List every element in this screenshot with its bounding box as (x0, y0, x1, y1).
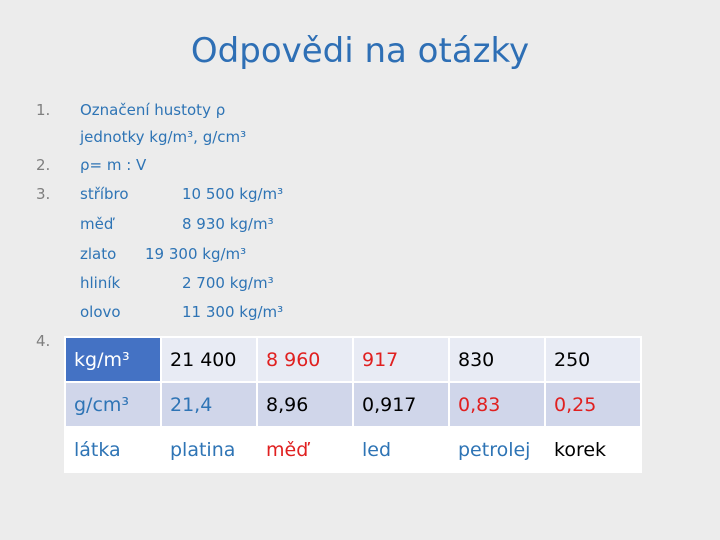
table-cell: 8,96 (256, 381, 354, 428)
material-density: 10 500 kg/m³ (182, 185, 284, 203)
item-line: ρ= m : V (80, 156, 147, 174)
table-cell: 8 960 (256, 336, 354, 383)
item-number: 1. (36, 101, 51, 119)
table-cell: měď (256, 426, 354, 473)
table-cell: petrolej (448, 426, 546, 473)
material-density: 19 300 kg/m³ (145, 245, 247, 263)
table-cell: 0,25 (544, 381, 642, 428)
table-row: kg/m³ 21 400 8 960 917 830 250 (64, 336, 642, 383)
table-cell: korek (544, 426, 642, 473)
material-density: 2 700 kg/m³ (182, 274, 274, 292)
item-number: 2. (36, 156, 51, 174)
item-number: 3. (36, 185, 51, 203)
material-name: stříbro (80, 185, 129, 203)
table-cell: kg/m³ (64, 336, 162, 383)
table-cell: 830 (448, 336, 546, 383)
table-cell: 0,83 (448, 381, 546, 428)
table-row: g/cm³ 21,4 8,96 0,917 0,83 0,25 (64, 381, 642, 428)
table-cell: 21 400 (160, 336, 258, 383)
slide-title: Odpovědi na otázky (190, 31, 530, 71)
material-name: olovo (80, 303, 121, 321)
material-density: 8 930 kg/m³ (182, 215, 274, 233)
table-cell: platina (160, 426, 258, 473)
item-number: 4. (36, 332, 51, 350)
table-cell: 21,4 (160, 381, 258, 428)
table-cell: látka (64, 426, 162, 473)
item-line: jednotky kg/m³, g/cm³ (80, 128, 247, 146)
material-name: měď (80, 215, 114, 233)
table-cell: 250 (544, 336, 642, 383)
material-name: zlato (80, 245, 117, 263)
table-cell: g/cm³ (64, 381, 162, 428)
table-cell: 917 (352, 336, 450, 383)
material-density: 11 300 kg/m³ (182, 303, 284, 321)
material-name: hliník (80, 274, 121, 292)
density-table: kg/m³ 21 400 8 960 917 830 250 g/cm³ 21,… (64, 336, 642, 473)
table-cell: 0,917 (352, 381, 450, 428)
table-row: látka platina měď led petrolej korek (64, 426, 642, 473)
item-line: Označení hustoty ρ (80, 101, 226, 119)
table-cell: led (352, 426, 450, 473)
